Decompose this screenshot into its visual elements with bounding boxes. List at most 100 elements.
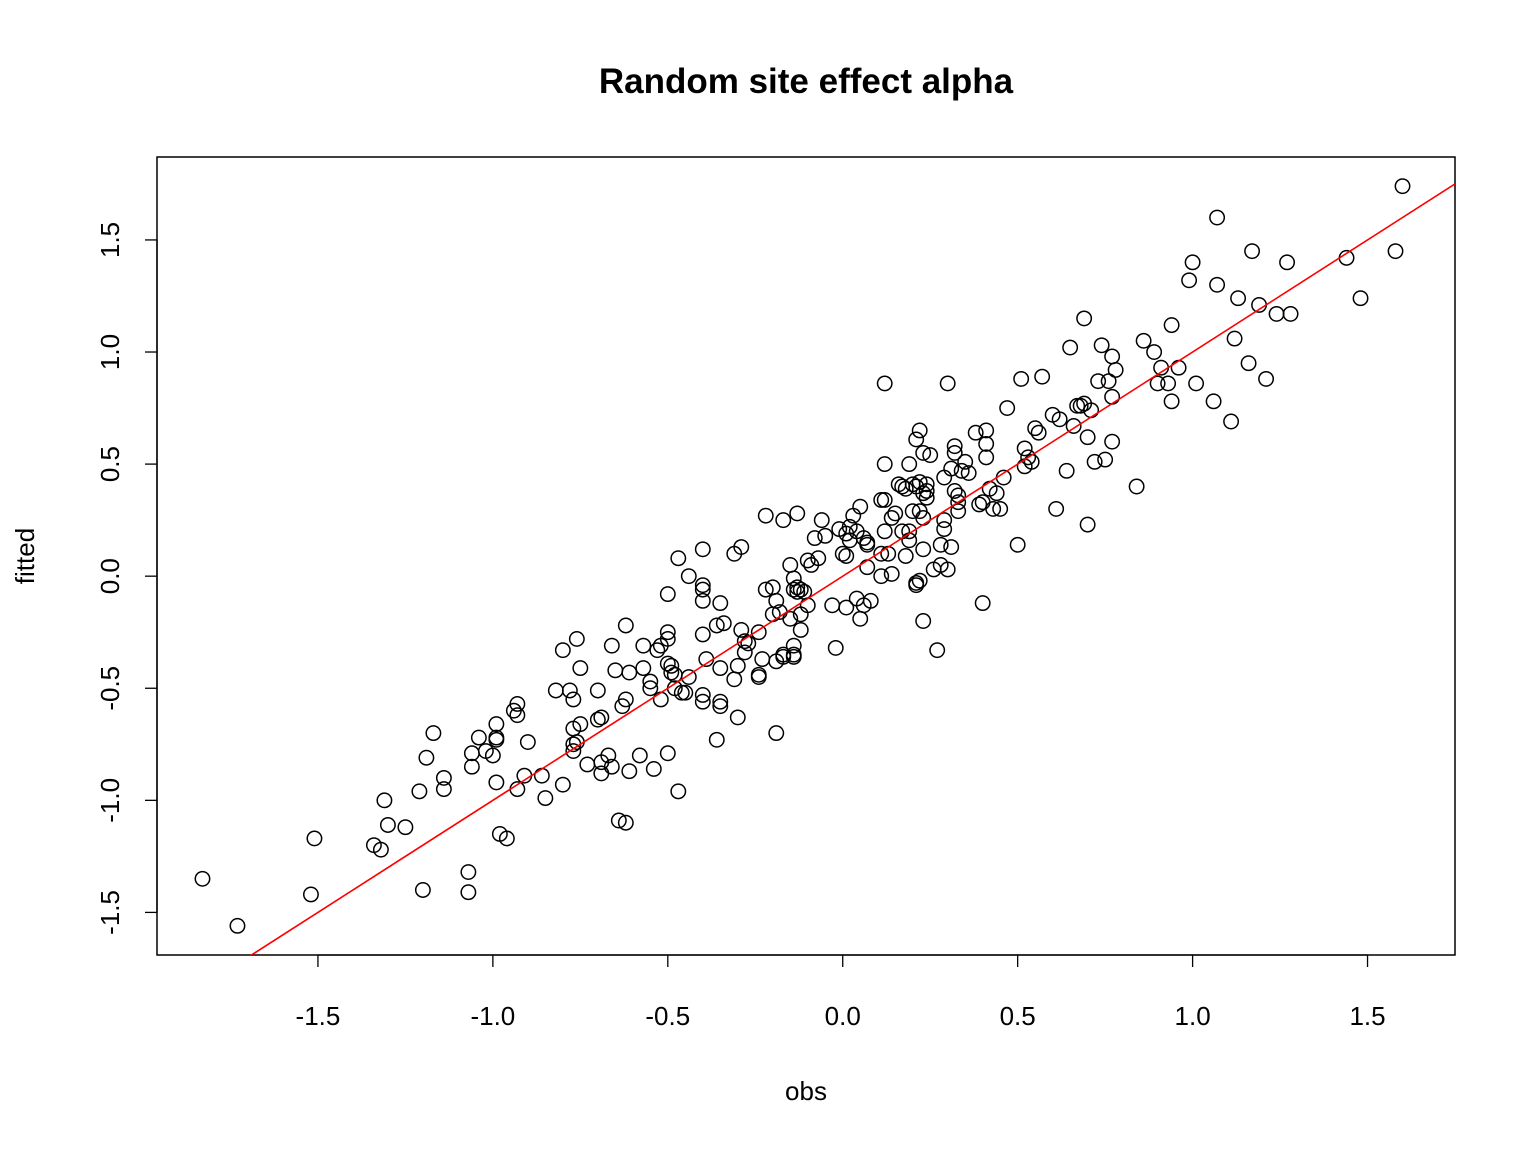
data-point bbox=[929, 642, 946, 659]
x-axis: -1.5 -1.0 -0.5 0.0 0.5 1.0 1.5 bbox=[296, 954, 1386, 1031]
data-point bbox=[859, 559, 876, 576]
data-point bbox=[943, 460, 960, 477]
data-point bbox=[589, 682, 606, 699]
data-point bbox=[876, 523, 893, 540]
data-point bbox=[1076, 310, 1093, 327]
data-point bbox=[1244, 243, 1261, 260]
data-point bbox=[670, 783, 687, 800]
data-point bbox=[554, 776, 571, 793]
data-point bbox=[1090, 373, 1107, 390]
data-point bbox=[946, 483, 963, 499]
data-point bbox=[1135, 332, 1152, 349]
data-point bbox=[635, 660, 652, 677]
y-tick-label: 0.5 bbox=[95, 446, 125, 482]
data-point bbox=[712, 660, 729, 677]
x-tick-label: 0.0 bbox=[825, 1001, 861, 1031]
data-point bbox=[617, 814, 634, 831]
data-point bbox=[817, 527, 834, 544]
data-point bbox=[579, 756, 596, 773]
data-point bbox=[565, 691, 582, 708]
data-point bbox=[901, 523, 918, 540]
plot-frame bbox=[156, 156, 1456, 956]
data-point bbox=[957, 453, 974, 470]
data-point bbox=[1104, 433, 1121, 450]
data-point bbox=[708, 617, 725, 634]
data-point bbox=[789, 505, 806, 522]
data-point bbox=[694, 687, 711, 703]
data-point bbox=[950, 503, 967, 520]
data-point bbox=[411, 783, 428, 800]
data-point bbox=[799, 552, 816, 569]
data-point bbox=[708, 731, 725, 748]
data-point bbox=[883, 509, 900, 526]
data-point bbox=[488, 729, 505, 746]
data-point bbox=[950, 494, 967, 511]
data-point bbox=[561, 682, 578, 699]
data-point bbox=[435, 769, 452, 786]
data-point bbox=[642, 680, 659, 697]
data-point bbox=[1027, 420, 1044, 437]
y-tick-label: -1.0 bbox=[95, 778, 125, 823]
data-point bbox=[736, 633, 753, 650]
data-point bbox=[1170, 359, 1187, 376]
data-point bbox=[1013, 370, 1030, 387]
data-point bbox=[652, 691, 669, 708]
data-point bbox=[939, 561, 956, 578]
data-point bbox=[834, 545, 851, 562]
data-point bbox=[1184, 254, 1201, 271]
data-point bbox=[460, 864, 477, 881]
data-point bbox=[621, 763, 638, 780]
data-point bbox=[908, 431, 925, 448]
data-point bbox=[901, 532, 918, 549]
data-point bbox=[768, 725, 785, 742]
data-point bbox=[827, 639, 844, 656]
data-point bbox=[936, 521, 953, 538]
data-point bbox=[589, 711, 606, 728]
data-point bbox=[785, 648, 802, 665]
data-point bbox=[918, 483, 935, 499]
data-point bbox=[533, 767, 550, 784]
data-point bbox=[694, 626, 711, 643]
data-point bbox=[992, 500, 1009, 517]
data-point bbox=[1097, 451, 1114, 468]
data-point bbox=[971, 496, 988, 513]
data-point bbox=[838, 548, 855, 564]
data-point bbox=[974, 595, 991, 612]
data-point bbox=[1205, 393, 1222, 410]
data-point bbox=[1069, 397, 1086, 414]
data-point bbox=[1020, 449, 1037, 466]
data-point bbox=[999, 400, 1016, 417]
data-point bbox=[694, 581, 711, 598]
data-point bbox=[600, 747, 617, 764]
data-point bbox=[680, 669, 697, 685]
data-point bbox=[659, 655, 676, 672]
data-point bbox=[537, 790, 554, 807]
data-point bbox=[1146, 344, 1163, 360]
data-point bbox=[768, 592, 785, 609]
data-point bbox=[1072, 397, 1089, 414]
data-point bbox=[1128, 478, 1145, 495]
data-point bbox=[1209, 209, 1226, 226]
data-point bbox=[435, 781, 452, 798]
data-point bbox=[1100, 373, 1117, 390]
data-point bbox=[1048, 500, 1065, 517]
data-point bbox=[610, 812, 627, 829]
data-point bbox=[1079, 429, 1096, 446]
data-point bbox=[715, 615, 732, 632]
data-point bbox=[1282, 305, 1299, 322]
data-point bbox=[911, 422, 928, 439]
data-point bbox=[897, 548, 914, 564]
data-point bbox=[859, 536, 876, 553]
data-point bbox=[463, 758, 480, 775]
data-point bbox=[617, 691, 634, 708]
data-point bbox=[978, 435, 995, 452]
data-point bbox=[911, 572, 928, 589]
data-point bbox=[852, 498, 869, 515]
data-point bbox=[726, 671, 743, 688]
data-points bbox=[194, 178, 1411, 934]
data-point bbox=[1104, 388, 1121, 405]
data-point bbox=[694, 577, 711, 594]
data-point bbox=[1058, 462, 1075, 479]
data-point bbox=[425, 725, 442, 742]
data-point bbox=[785, 637, 802, 654]
